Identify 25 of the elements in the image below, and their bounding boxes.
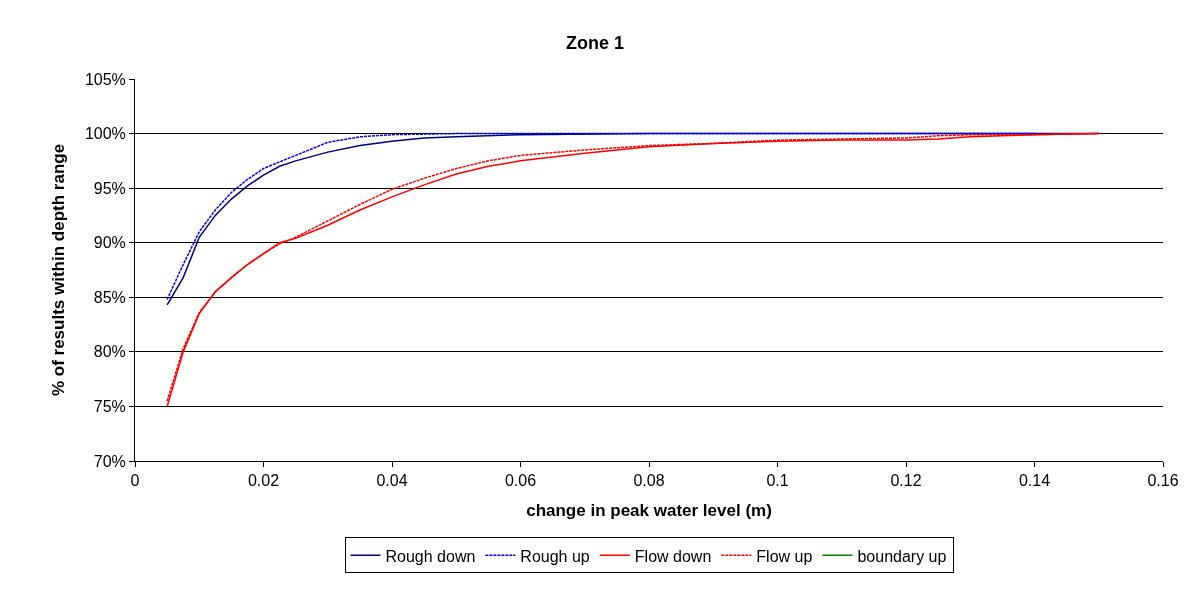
y-axis-title: % of results within depth range <box>49 143 69 397</box>
x-tick-label: 0.06 <box>504 472 537 490</box>
x-tick-label: 0.16 <box>1147 472 1179 490</box>
x-axis-title: change in peak water level (m) <box>526 500 772 520</box>
x-tick-label: 0 <box>130 472 140 490</box>
legend-label: Rough down <box>385 547 476 565</box>
x-tick-label: 0.08 <box>633 472 665 490</box>
legend-label: boundary up <box>857 547 947 565</box>
legend-label: Flow up <box>756 547 813 565</box>
x-tick-label: 0.04 <box>376 472 408 490</box>
y-tick-label: 100% <box>84 125 126 143</box>
y-tick-label: 70% <box>93 452 126 470</box>
y-tick-label: 75% <box>93 398 126 416</box>
legend-label: Rough up <box>520 547 590 565</box>
x-tick-label: 0.12 <box>890 472 922 490</box>
y-tick-label: 90% <box>93 234 126 252</box>
legend-label: Flow down <box>634 547 712 565</box>
chart-title: Zone 1 <box>565 32 625 53</box>
y-tick-label: 85% <box>93 288 126 306</box>
y-tick-label: 80% <box>93 343 126 361</box>
x-tick-label: 0.02 <box>247 472 280 490</box>
x-tick-label: 0.14 <box>1018 472 1051 490</box>
y-tick-label: 105% <box>84 70 126 88</box>
x-tick-label: 0.1 <box>766 472 789 490</box>
y-tick-label: 95% <box>93 179 126 197</box>
